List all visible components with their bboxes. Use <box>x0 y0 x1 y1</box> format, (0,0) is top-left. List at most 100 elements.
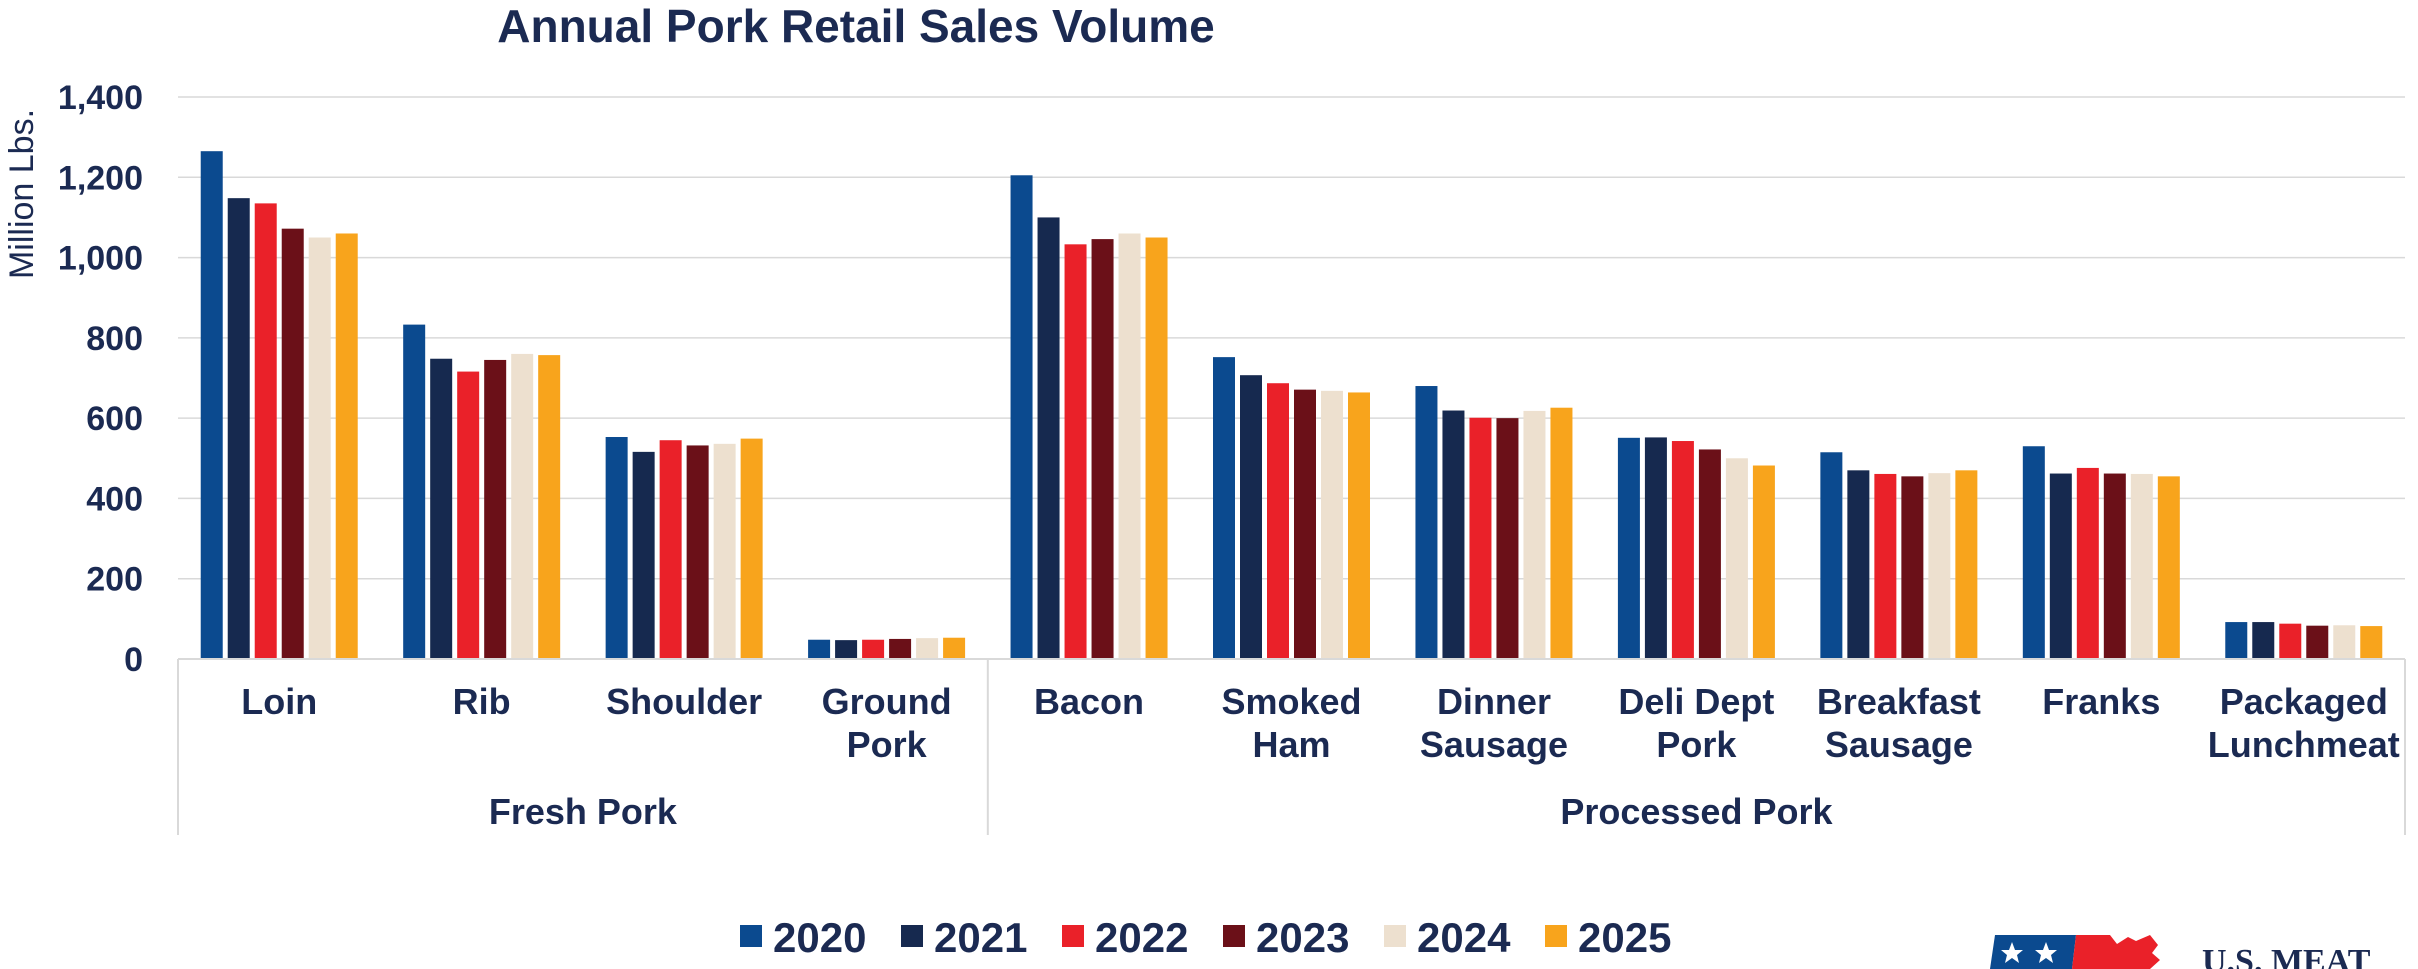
legend-label-2020: 2020 <box>773 914 866 961</box>
y-tick-label: 0 <box>124 641 143 679</box>
bar-2021 <box>430 358 453 659</box>
legend-swatch-2021 <box>901 925 923 947</box>
category-label: Ground <box>822 681 952 722</box>
bar-2025 <box>943 637 966 659</box>
bar-2022 <box>1671 441 1694 659</box>
y-tick-label: 400 <box>86 480 143 518</box>
bar-2022 <box>457 371 480 659</box>
bar-2023 <box>1294 389 1316 659</box>
chart-title: Annual Pork Retail Sales Volume <box>497 0 1214 52</box>
bar-2025 <box>740 438 763 659</box>
bar-2024 <box>1928 473 1951 659</box>
category-label: Pork <box>847 724 928 765</box>
bar-2023 <box>2103 473 2126 659</box>
category-label: Pork <box>1656 724 1737 765</box>
y-tick-label: 1,400 <box>58 79 143 117</box>
bar-2025 <box>1348 392 1370 659</box>
category-label: Breakfast <box>1817 681 1981 722</box>
bar-2021 <box>1240 375 1262 659</box>
bar-2021 <box>1847 470 1870 659</box>
bar-2023 <box>484 359 507 659</box>
bar-2020 <box>403 324 426 659</box>
usmef-flag-logo-icon: U.S. MEAT <box>1990 935 2371 969</box>
bars <box>200 151 2383 659</box>
category-label: Packaged <box>2220 681 2388 722</box>
legend-swatch-2025 <box>1545 925 1567 947</box>
bar-2023 <box>686 445 709 659</box>
category-label: Shoulder <box>606 681 762 722</box>
bar-2025 <box>538 355 561 659</box>
bar-2025 <box>2157 476 2180 659</box>
bar-2022 <box>1267 383 1289 659</box>
category-label: Loin <box>241 681 317 722</box>
bar-2025 <box>1145 237 1168 659</box>
y-tick-label: 1,000 <box>58 240 143 278</box>
bar-2020 <box>1010 175 1033 659</box>
category-label: Sausage <box>1420 724 1568 765</box>
bar-2022 <box>1874 473 1897 659</box>
bar-2023 <box>1091 239 1114 659</box>
y-tick-label: 1,200 <box>58 159 143 197</box>
bar-2021 <box>835 640 858 659</box>
bar-2021 <box>1442 410 1465 659</box>
bar-2020 <box>1617 437 1640 659</box>
bar-2024 <box>1725 458 1748 659</box>
x-axis <box>177 658 2406 835</box>
legend-label-2025: 2025 <box>1578 914 1671 961</box>
legend-label-2023: 2023 <box>1256 914 1349 961</box>
category-label: Bacon <box>1034 681 1144 722</box>
legend-swatch-2022 <box>1062 925 1084 947</box>
bar-2022 <box>1064 244 1087 659</box>
bar-2025 <box>2360 626 2383 659</box>
bar-2021 <box>1644 437 1667 659</box>
bar-2021 <box>227 198 250 659</box>
bar-2023 <box>2306 625 2329 659</box>
bar-2021 <box>1037 217 1060 659</box>
category-label: Ham <box>1252 724 1330 765</box>
logo-text: U.S. MEAT <box>2202 943 2371 969</box>
group-labels: Fresh Pork Processed Pork <box>489 791 1834 832</box>
group-label: Fresh Pork <box>489 791 678 832</box>
bar-2024 <box>1118 233 1141 659</box>
bar-2024 <box>308 237 331 659</box>
bar-2020 <box>1213 357 1235 659</box>
bar-2024 <box>2333 625 2356 659</box>
legend-label-2022: 2022 <box>1095 914 1188 961</box>
bar-2024 <box>916 638 939 659</box>
y-axis-label: Million Lbs. <box>3 109 41 279</box>
bar-2020 <box>605 437 628 659</box>
bar-2025 <box>1752 465 1775 659</box>
bar-2020 <box>2225 622 2248 659</box>
bar-2025 <box>1955 470 1978 659</box>
category-label: Smoked <box>1221 681 1361 722</box>
legend-swatch-2024 <box>1384 925 1406 947</box>
legend-label-2024: 2024 <box>1417 914 1511 961</box>
bar-2024 <box>511 353 534 659</box>
bar-2020 <box>200 151 223 659</box>
bar-2020 <box>808 639 831 659</box>
logo-flag <box>1990 935 2160 969</box>
bar-2023 <box>889 638 912 659</box>
category-label: Sausage <box>1825 724 1973 765</box>
bar-2023 <box>1698 449 1721 659</box>
group-label: Processed Pork <box>1560 791 1833 832</box>
bar-2024 <box>1321 390 1343 659</box>
category-label: Deli Dept <box>1618 681 1774 722</box>
bar-2021 <box>2252 622 2275 659</box>
category-label: Rib <box>453 681 511 722</box>
category-label: Lunchmeat <box>2208 724 2400 765</box>
bar-2024 <box>2130 473 2153 659</box>
legend-swatch-2020 <box>740 925 762 947</box>
bar-2022 <box>862 639 885 659</box>
bar-2024 <box>713 443 736 659</box>
bar-2022 <box>254 203 277 659</box>
y-tick-label: 800 <box>86 320 143 358</box>
bar-2022 <box>2076 467 2099 659</box>
bar-2024 <box>1523 410 1546 659</box>
bar-2022 <box>2279 623 2302 659</box>
y-axis-ticks: 0 200 400 600 800 1,000 1,200 1,400 <box>58 79 143 679</box>
category-label: Dinner <box>1437 681 1551 722</box>
bar-2023 <box>281 228 304 659</box>
